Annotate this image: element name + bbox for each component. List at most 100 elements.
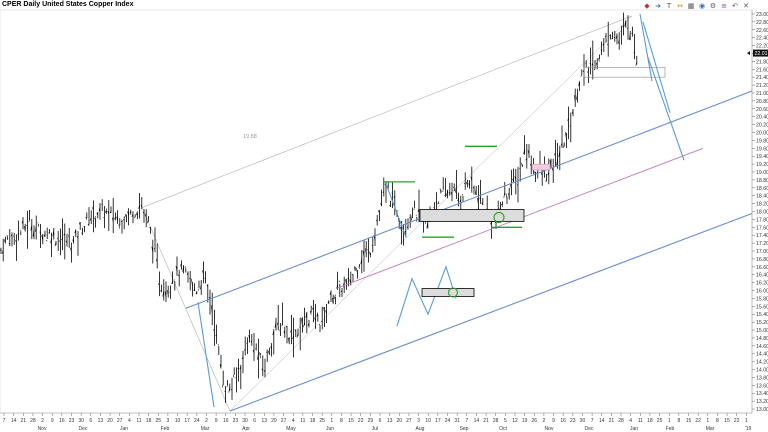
price-bar-open — [417, 208, 420, 213]
current-price-pointer — [747, 51, 750, 56]
price-bar-open — [127, 211, 129, 216]
layers-icon[interactable]: ≡ — [721, 2, 727, 10]
arrow-icon[interactable]: ➜ — [655, 2, 661, 10]
x-month-label: Sep — [460, 426, 469, 432]
settings-icon[interactable]: ⚙ — [709, 2, 717, 10]
x-tick-label: 25 — [155, 418, 161, 424]
x-tick-label: 9 — [51, 418, 54, 424]
x-tick-label: 16 — [59, 418, 65, 424]
price-bar-open — [578, 80, 580, 87]
price-bar-open — [571, 110, 574, 114]
projection-leg-2 — [647, 57, 685, 161]
price-bar-open — [162, 290, 165, 297]
x-tick-label: 13 — [98, 418, 104, 424]
price-bar-open — [250, 340, 253, 343]
draw-icon[interactable]: ◆ — [644, 2, 650, 10]
price-bar-open — [158, 282, 160, 285]
price-bar-open — [607, 44, 609, 46]
x-month-label: May — [286, 426, 296, 432]
price-bar-open — [189, 278, 191, 280]
price-bar-open — [565, 131, 567, 140]
y-tick-label: 13.80 — [756, 375, 768, 381]
price-bar-open — [283, 331, 286, 334]
price-bar-open — [464, 182, 466, 185]
price-bar-open — [380, 203, 382, 207]
price-bar-open — [523, 149, 525, 155]
x-tick-label: 14 — [474, 418, 480, 424]
price-bar-open — [8, 242, 11, 245]
green-circle-marker — [493, 211, 505, 223]
x-tick-label: 24 — [445, 418, 451, 424]
price-bar-open — [118, 224, 121, 229]
price-bar-open — [199, 284, 202, 290]
price-bar-open — [87, 223, 90, 227]
price-bar-open — [628, 33, 631, 40]
x-tick-label: 28 — [493, 418, 499, 424]
price-bar-open — [61, 238, 63, 241]
gray-trendline-top — [141, 15, 633, 208]
y-tick-label: 17.20 — [756, 241, 768, 247]
undo-icon[interactable]: ↶ — [732, 2, 738, 10]
price-bar-open — [276, 322, 279, 326]
y-tick-label: 14.00 — [756, 368, 768, 374]
price-bar-open — [155, 258, 158, 262]
price-bar-open — [105, 208, 107, 213]
price-bar-open — [252, 349, 255, 354]
x-month-label: Feb — [161, 426, 170, 432]
x-tick-label: 23 — [233, 418, 239, 424]
y-tick-label: 17.80 — [756, 217, 768, 223]
price-bar-open — [144, 213, 147, 217]
price-bar-open — [505, 193, 508, 199]
price-bar-open — [52, 229, 55, 237]
price-bar-open — [180, 264, 182, 268]
close-icon[interactable]: ✕ — [743, 2, 749, 10]
x-tick-label: 8 — [340, 418, 343, 424]
price-bar-open — [208, 297, 211, 299]
price-bar-open — [391, 192, 393, 194]
x-tick-label: 23 — [570, 418, 576, 424]
price-bar-open — [340, 290, 343, 293]
price-bar-open — [175, 265, 178, 272]
x-month-label: Nov — [545, 426, 554, 432]
y-tick-label: 17.60 — [756, 225, 768, 231]
y-tick-label: 18.60 — [756, 186, 768, 192]
measure-icon[interactable]: ↔ — [677, 2, 683, 10]
green-circle-marker — [447, 287, 459, 298]
x-tick-label: 12 — [512, 418, 518, 424]
chart-toolbar: ◆ ➜ T ↔ ▦ ◉ ⚙ ≡ ↶ ✕ — [643, 2, 750, 10]
price-bar-open — [549, 160, 552, 167]
price-bar-open — [261, 368, 264, 371]
text-icon[interactable]: T — [666, 2, 672, 10]
price-bar-open — [472, 187, 475, 189]
y-tick-label: 18.20 — [756, 202, 768, 208]
x-tick-label: 30 — [580, 418, 586, 424]
y-tick-label: 14.20 — [756, 360, 768, 366]
price-bar-open — [327, 301, 330, 304]
price-bar-open — [149, 226, 151, 229]
price-bar-open — [292, 335, 294, 340]
price-bar-open — [67, 235, 70, 237]
price-bar-open — [57, 238, 59, 240]
alert-icon[interactable]: ◉ — [698, 2, 706, 10]
y-tick-label: 19.60 — [756, 146, 768, 152]
x-tick-label: 14 — [599, 418, 605, 424]
x-tick-label: 2 — [205, 418, 208, 424]
price-bar-open — [43, 234, 46, 237]
price-bar-open — [562, 144, 565, 148]
price-bar-open — [351, 273, 354, 276]
price-bar-open — [151, 246, 154, 253]
price-bar-open — [615, 34, 618, 39]
grid-icon[interactable]: ▦ — [687, 2, 695, 10]
support-zone — [419, 209, 525, 222]
price-bar-open — [171, 281, 173, 284]
price-bar-open — [604, 35, 607, 38]
y-tick-label: 16.00 — [756, 289, 768, 295]
projection-leg-1 — [639, 13, 653, 82]
y-tick-label: 16.20 — [756, 281, 768, 287]
x-tick-label: 20 — [271, 418, 277, 424]
y-tick-label: 15.00 — [756, 328, 768, 334]
y-tick-label: 20.80 — [756, 99, 768, 105]
price-bar-open — [338, 280, 341, 283]
price-bar-open — [164, 291, 167, 298]
